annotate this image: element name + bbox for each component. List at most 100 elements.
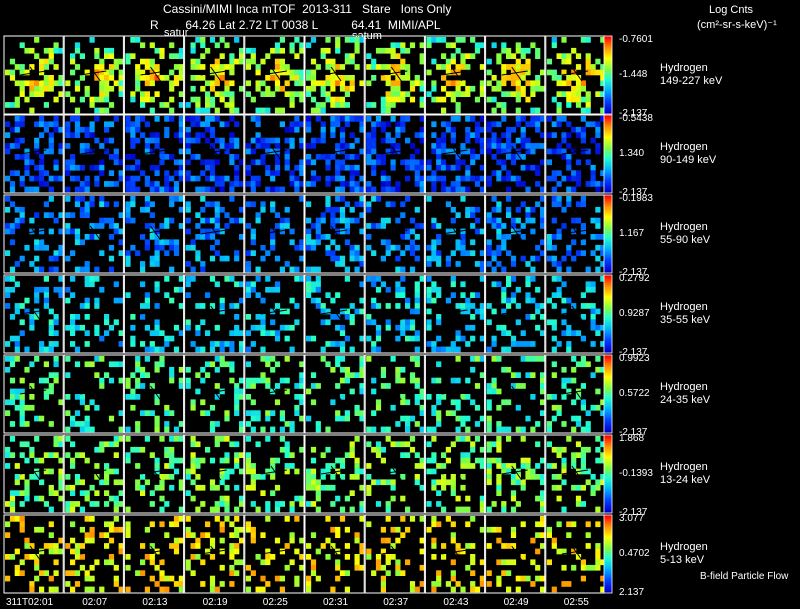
heatmap-cell — [260, 154, 266, 160]
heatmap-cell — [470, 335, 476, 342]
heatmap-cell — [289, 91, 295, 97]
band-energy: 13-24 keV — [660, 474, 711, 486]
heatmap-cell — [140, 170, 146, 176]
heatmap-cell — [149, 75, 155, 81]
heatmap-cell — [89, 516, 95, 522]
heatmap-cell — [561, 463, 567, 469]
heatmap-cell — [470, 516, 476, 522]
heatmap-cell — [104, 91, 110, 97]
colorbar-step — [604, 228, 612, 231]
heatmap-cell — [173, 75, 180, 81]
heatmap-cell — [325, 64, 331, 70]
heatmap-cell — [219, 175, 225, 182]
heatmap-cell — [144, 526, 150, 533]
heatmap-cell — [441, 53, 447, 59]
heatmap-cell — [496, 261, 502, 267]
heatmap-cell — [70, 548, 76, 555]
heatmap-cell — [173, 64, 180, 70]
heatmap-cell — [229, 377, 235, 384]
colorbar-step — [604, 177, 612, 180]
heatmap-cell — [445, 69, 451, 76]
heatmap-panel — [184, 354, 245, 434]
heatmap-cell — [460, 143, 466, 149]
heatmap-cell — [525, 47, 531, 54]
heatmap-cell — [431, 521, 437, 528]
heatmap-cell — [515, 64, 521, 70]
heatmap-cell — [48, 75, 54, 81]
heatmap-cell — [349, 170, 355, 176]
heatmap-cell — [89, 201, 95, 208]
heatmap-cell — [510, 53, 517, 59]
heatmap-cell — [74, 47, 81, 54]
heatmap-cell — [140, 303, 146, 309]
heatmap-cell — [255, 159, 261, 166]
heatmap-cell — [585, 361, 591, 368]
heatmap-cell — [540, 239, 546, 246]
heatmap-cell — [9, 276, 16, 282]
colorbar-step — [604, 61, 612, 64]
heatmap-cell — [70, 276, 76, 282]
colorbar-mid-label: -1.448 — [619, 69, 648, 80]
heatmap-cell — [310, 80, 317, 87]
heatmap-cell — [224, 42, 230, 49]
heatmap-cell — [5, 292, 11, 298]
heatmap-cell — [330, 341, 336, 347]
colorbar-step — [604, 269, 612, 272]
heatmap-cell — [108, 75, 115, 81]
heatmap-cell — [479, 356, 485, 362]
heatmap-cell — [426, 297, 432, 304]
panel-border — [244, 354, 305, 434]
heatmap-cell — [299, 170, 305, 176]
heatmap-cell — [335, 116, 341, 122]
heatmap-cell — [600, 116, 606, 122]
heatmap-panel — [3, 194, 64, 274]
heatmap-cell — [510, 463, 517, 469]
colorbar-step — [604, 374, 612, 377]
heatmap-cell — [431, 543, 437, 549]
heatmap-cell — [561, 506, 567, 513]
heatmap-cell — [366, 484, 372, 491]
heatmap-cell — [260, 143, 266, 149]
heatmap-cell — [575, 201, 582, 208]
heatmap-cell — [19, 217, 25, 224]
heatmap-cell — [39, 85, 45, 92]
heatmap-cell — [190, 399, 196, 406]
heatmap-cell — [580, 484, 586, 491]
heatmap-cell — [385, 201, 391, 208]
heatmap-cell — [441, 85, 447, 92]
heatmap-cell — [43, 181, 49, 187]
heatmap-cell — [99, 107, 105, 114]
heatmap-cell — [234, 281, 240, 288]
heatmap-cell — [445, 164, 451, 171]
heatmap-cell — [359, 506, 365, 513]
colorbar-step — [604, 454, 612, 457]
heatmap-cell — [65, 170, 71, 176]
heatmap-cell — [219, 228, 225, 235]
heatmap-cell — [178, 126, 184, 133]
heatmap-cell — [279, 575, 285, 582]
heatmap-cell — [74, 266, 81, 273]
colorbar-step — [604, 581, 612, 584]
heatmap-cell — [9, 399, 16, 406]
heatmap-cell — [405, 234, 411, 240]
heatmap-cell — [274, 361, 281, 368]
heatmap-cell — [359, 297, 365, 304]
heatmap-cell — [491, 206, 497, 213]
heatmap-cell — [510, 372, 517, 378]
heatmap-cell — [491, 356, 497, 362]
heatmap-panel — [485, 434, 546, 514]
heatmap-cell — [501, 266, 507, 273]
colorbar — [603, 194, 613, 274]
heatmap-cell — [19, 394, 25, 400]
heatmap-cell — [474, 292, 481, 298]
heatmap-cell — [561, 457, 567, 464]
heatmap-cell — [130, 314, 136, 320]
heatmap-cell — [426, 175, 432, 182]
heatmap-cell — [294, 276, 300, 282]
heatmap-cell — [135, 85, 141, 92]
heatmap-cell — [510, 532, 517, 538]
heatmap-cell — [89, 276, 95, 282]
heatmap-cell — [431, 121, 437, 128]
heatmap-cell — [455, 186, 461, 193]
heatmap-cell — [339, 341, 346, 347]
